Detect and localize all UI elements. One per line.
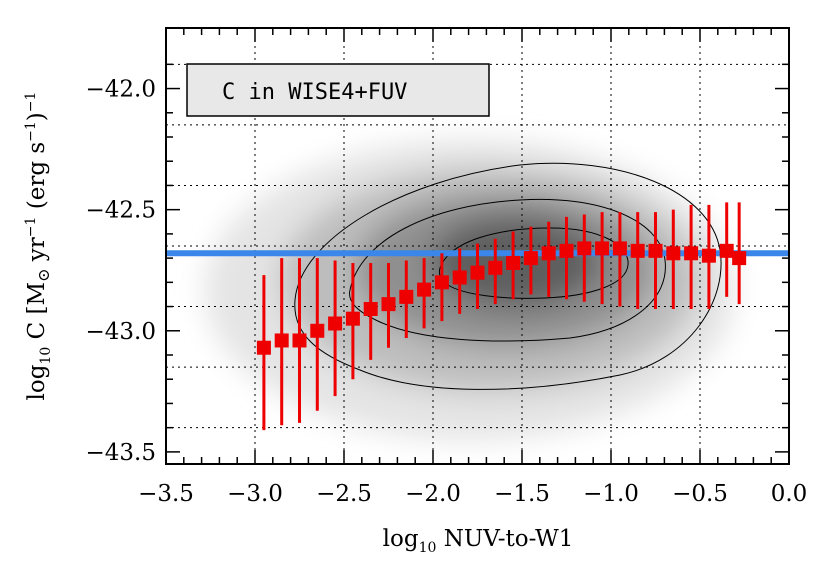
y-tick-label: −43.0 <box>86 319 156 345</box>
x-axis-label: log10 NUV-to-W1 <box>383 526 574 556</box>
y-tick-label: −42.0 <box>86 77 156 103</box>
data-point <box>666 246 681 261</box>
data-point <box>701 248 716 263</box>
data-point <box>630 243 645 258</box>
data-point <box>274 333 289 348</box>
data-point <box>310 323 325 338</box>
data-point <box>506 255 521 270</box>
legend-text: C in WISE4+FUV <box>222 80 407 105</box>
data-point <box>684 246 699 261</box>
data-point <box>488 260 503 275</box>
x-tick-label: −3.0 <box>227 481 283 507</box>
data-point <box>595 241 610 256</box>
data-point <box>559 243 574 258</box>
data-point <box>328 316 343 331</box>
axis-ticks <box>165 28 790 464</box>
x-tick-label: −2.5 <box>316 481 372 507</box>
plot-frame <box>165 27 790 465</box>
y-tick-label: −42.5 <box>86 198 156 224</box>
data-point <box>399 289 414 304</box>
x-tick-label: −1.5 <box>494 481 550 507</box>
data-point <box>417 282 432 297</box>
x-tick-label: −2.0 <box>405 481 461 507</box>
x-tick-label: −0.5 <box>672 481 728 507</box>
tick-labels: −3.5 −3.0 −2.5 −2.0 −1.5 −1.0 −0.5 0.0 −43.5 −43.… <box>86 77 808 507</box>
y-tick-label: −43.5 <box>86 440 156 466</box>
x-tick-label: 0.0 <box>771 481 808 507</box>
data-point <box>452 270 467 285</box>
y-axis-label: log10 C [M⊙ yr−1 (erg s−1)−1 <box>23 92 54 401</box>
data-point <box>732 251 747 266</box>
legend-box: C in WISE4+FUV <box>186 63 490 117</box>
data-point <box>256 340 271 355</box>
data-point <box>345 311 360 326</box>
data-point <box>363 301 378 316</box>
x-tick-label: −3.5 <box>138 481 194 507</box>
data-point <box>541 246 556 261</box>
contour-outer <box>294 162 722 390</box>
contour-middle <box>349 198 666 342</box>
data-point <box>648 243 663 258</box>
data-point <box>434 275 449 290</box>
data-point <box>523 251 538 266</box>
data-point <box>577 241 592 256</box>
data-series <box>256 202 747 431</box>
data-point <box>719 243 734 258</box>
data-point <box>612 241 627 256</box>
data-point <box>470 265 485 280</box>
data-point <box>381 297 396 312</box>
x-tick-label: −1.0 <box>583 481 639 507</box>
data-point <box>292 333 307 348</box>
